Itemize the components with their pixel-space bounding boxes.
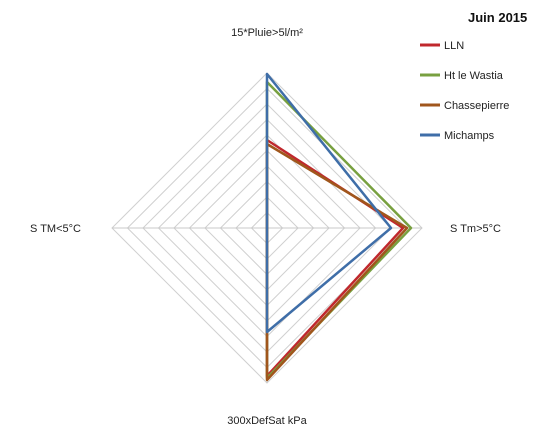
- axis-label: S Tm>5°C: [450, 223, 501, 235]
- legend-label: Michamps: [444, 130, 495, 142]
- radar-series: [265, 72, 413, 382]
- chart-title: Juin 2015: [468, 10, 527, 25]
- axis-label: 15*Pluie>5l/m²: [231, 27, 303, 39]
- legend: LLN Ht le Wastia Chassepierre Michamps: [420, 40, 509, 142]
- legend-label: Chassepierre: [444, 100, 509, 112]
- legend-label: Ht le Wastia: [444, 70, 504, 82]
- series-line: [265, 142, 409, 382]
- legend-label: LLN: [444, 40, 464, 52]
- axis-label: 300xDefSat kPa: [227, 415, 307, 427]
- axis-labels: 15*Pluie>5l/m² S Tm>5°C 300xDefSat kPa S TM…: [30, 27, 501, 427]
- axis-label: S TM<5°C: [30, 223, 81, 235]
- series-line: [265, 72, 393, 334]
